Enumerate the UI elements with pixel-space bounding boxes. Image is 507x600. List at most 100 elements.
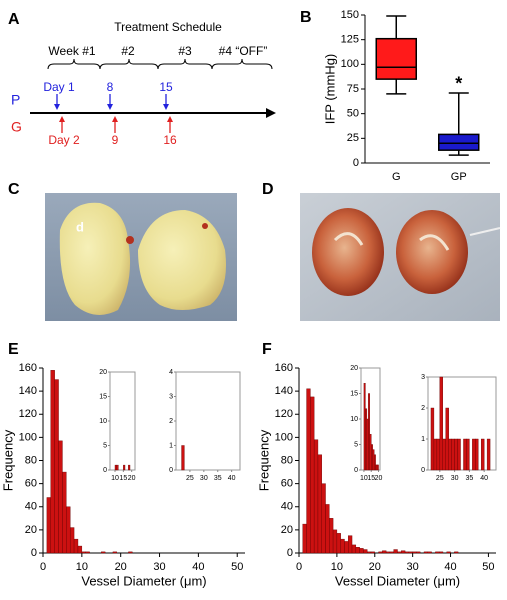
histogram-bar: [62, 471, 67, 554]
histogram-bar: [329, 518, 334, 554]
x-tick-label: GP: [451, 171, 467, 183]
histogram-bar: [438, 551, 444, 554]
x-tick-label: 40: [480, 475, 488, 482]
y-tick-label: 5: [103, 442, 107, 449]
y-tick-label: 80: [25, 454, 37, 466]
y-tick-label: 0: [31, 547, 37, 559]
x-tick-label: 20: [115, 561, 127, 573]
y-tick-label: 15: [99, 393, 107, 400]
histogram-bar: [466, 438, 470, 471]
histogram-bar: [430, 407, 435, 471]
histogram-bar: [181, 445, 185, 471]
histogram-bar: [366, 551, 372, 554]
x-tick-label: 30: [200, 475, 208, 482]
histogram-bar: [433, 438, 438, 471]
x-tick-label: 25: [186, 475, 194, 482]
y-tick-label: 4: [169, 369, 173, 376]
panel-label: F: [262, 341, 272, 358]
y-tick-label: 2: [421, 405, 425, 412]
y-tick-label: 0: [353, 157, 359, 169]
y-tick-label: 1: [169, 442, 173, 449]
y-tick-label: 0: [103, 467, 107, 474]
histogram-bar: [376, 464, 379, 471]
histogram-bar: [363, 549, 368, 554]
histogram-bar: [416, 551, 421, 554]
x-tick-label: 15: [367, 475, 375, 482]
histogram-bar: [359, 548, 364, 554]
y-tick-label: 60: [281, 478, 293, 490]
x-tick-label: 50: [482, 561, 494, 573]
x-tick-label: 0: [296, 561, 302, 573]
y-tick-label: 80: [281, 454, 293, 466]
day-arrowhead: [54, 104, 60, 110]
y-tick-label: 160: [19, 362, 37, 374]
histogram-bar: [128, 551, 133, 554]
y-axis-label: Frequency: [256, 429, 271, 491]
panel-label: C: [8, 181, 20, 198]
histogram-bar: [81, 551, 86, 554]
blood-spot: [202, 223, 208, 229]
brace: [211, 58, 273, 70]
x-tick-label: 0: [40, 561, 46, 573]
histogram-bar: [302, 523, 307, 554]
x-axis-label: Vessel Diameter (μm): [81, 573, 206, 588]
histogram-bar: [310, 396, 315, 554]
histogram-bar: [317, 454, 322, 554]
histogram-bar: [375, 464, 378, 471]
y-axis-label: Frequency: [0, 429, 15, 491]
panel-label: E: [8, 341, 19, 358]
y-tick-label: 40: [25, 501, 37, 513]
histogram-bar: [363, 383, 366, 471]
histogram-bar: [445, 407, 449, 471]
histogram-bar: [393, 549, 398, 554]
y-tick-label: 0: [287, 547, 293, 559]
histogram-bar: [475, 438, 479, 471]
significance-marker: *: [455, 74, 462, 94]
histogram-bar: [348, 535, 353, 554]
y-tick-label: 20: [281, 524, 293, 536]
y-tick-label: 100: [19, 431, 37, 443]
y-tick-label: 0: [354, 467, 358, 474]
y-tick-label: 15: [350, 390, 358, 397]
histogram-bar: [408, 551, 413, 554]
inset-frame: [427, 376, 497, 471]
box: [438, 133, 480, 151]
histogram-bar: [436, 438, 441, 471]
histogram-bar: [332, 529, 338, 554]
histogram-bar: [77, 545, 83, 554]
day-label: 8: [107, 80, 114, 94]
x-tick-label: 25: [436, 475, 444, 482]
panel-label: D: [262, 181, 274, 198]
tissue: [396, 210, 468, 294]
y-tick-label: 160: [275, 362, 293, 374]
y-tick-label: 150: [341, 9, 359, 21]
histogram-bar: [340, 538, 345, 554]
x-tick-label: 10: [331, 561, 343, 573]
y-tick-label: 40: [281, 501, 293, 513]
histogram-bar: [451, 438, 455, 471]
histogram-bar: [325, 504, 330, 554]
x-tick-label: G: [392, 171, 401, 183]
histogram-bar: [454, 438, 458, 471]
y-tick-label: 50: [347, 108, 359, 120]
y-tick-label: 1: [421, 436, 425, 443]
histogram-bar: [378, 551, 383, 554]
histogram-bar: [116, 464, 119, 471]
inset-frame: [109, 371, 136, 471]
x-tick-label: 30: [407, 561, 419, 573]
panel-label: A: [8, 11, 20, 28]
histogram-bar: [389, 551, 394, 554]
y-tick-label: 60: [25, 478, 37, 490]
photo-d: [300, 193, 501, 321]
histogram-bar: [112, 551, 118, 554]
histogram-bar: [101, 551, 106, 554]
timeline-arrowhead: [266, 108, 276, 118]
y-tick-label: 100: [341, 58, 359, 70]
panel-label: B: [300, 9, 312, 26]
histogram-bar: [423, 551, 429, 554]
x-tick-label: 10: [360, 475, 368, 482]
x-tick-label: 35: [214, 475, 222, 482]
histogram-bar: [306, 388, 311, 554]
y-tick-label: 75: [347, 83, 359, 95]
day-label: 9: [112, 133, 119, 147]
